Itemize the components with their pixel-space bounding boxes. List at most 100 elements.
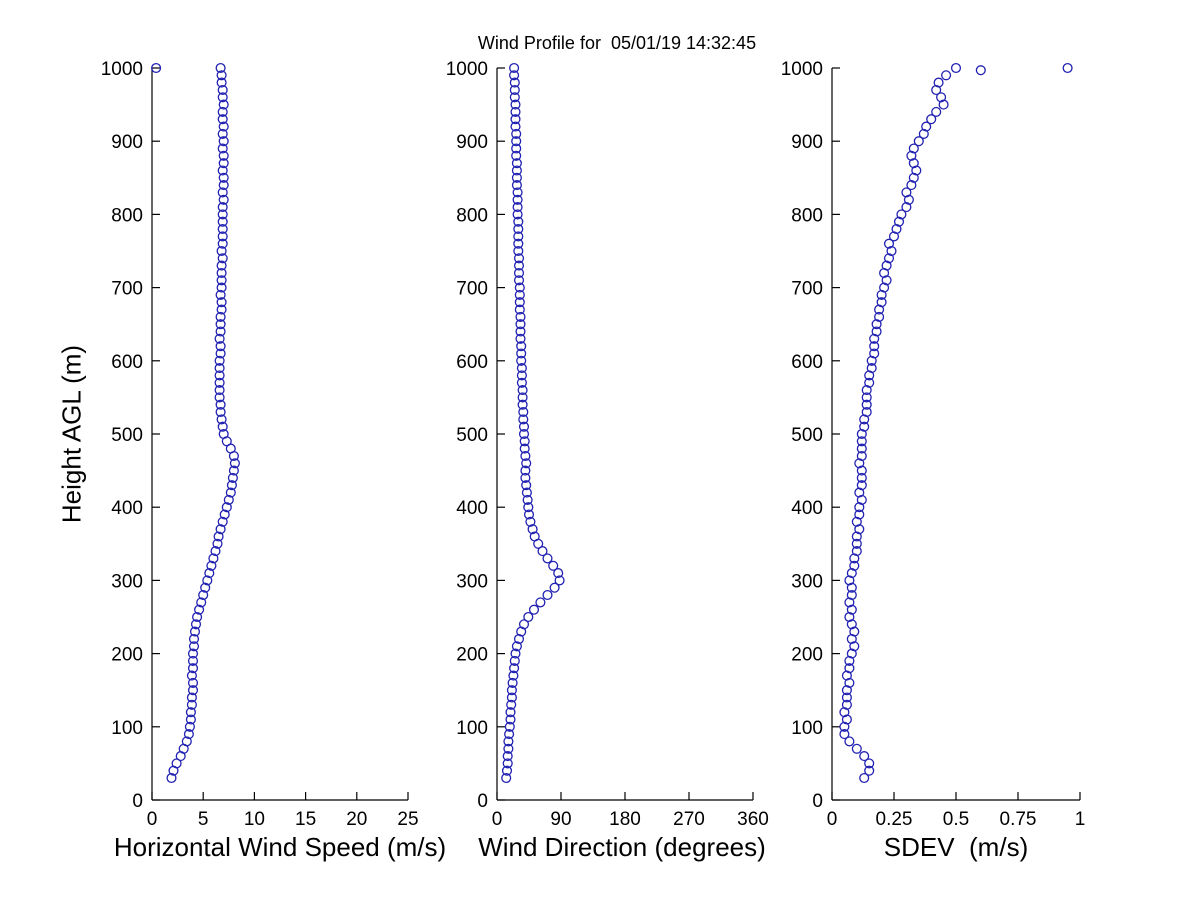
data-point [854, 487, 865, 498]
data-point [519, 436, 530, 447]
data-point [509, 77, 520, 88]
y-tick-label: 900 [456, 132, 488, 153]
data-point [214, 385, 225, 396]
data-point [901, 202, 912, 213]
data-point [226, 480, 237, 491]
data-point [535, 597, 546, 608]
data-point [502, 751, 513, 762]
data-point [216, 267, 227, 279]
data-point [505, 714, 516, 725]
y-tick-label: 800 [791, 205, 823, 226]
data-point [839, 707, 850, 718]
data-point [903, 194, 914, 205]
data-point [849, 626, 860, 637]
data-point [507, 677, 518, 688]
data-point [196, 597, 207, 608]
data-point [217, 143, 228, 154]
data-point [214, 377, 225, 388]
data-point [190, 619, 202, 630]
data-point [518, 619, 530, 630]
data-point [517, 385, 528, 396]
data-point [217, 128, 228, 139]
data-point [217, 84, 228, 96]
data-point [921, 121, 932, 132]
data-point [504, 729, 515, 740]
data-point [218, 150, 229, 161]
x-tick-label: 360 [737, 809, 769, 830]
data-point [501, 765, 513, 776]
data-point [931, 84, 942, 96]
data-point [513, 245, 524, 257]
x-tick-label: 0 [147, 809, 158, 830]
data-point [509, 70, 520, 81]
data-point [520, 472, 531, 483]
data-point [187, 685, 199, 696]
data-point [856, 480, 867, 491]
x-axis-label-wind-direction: Wind Direction (degrees) [478, 832, 766, 862]
data-point [523, 502, 534, 513]
data-point [893, 216, 905, 227]
x-tick-label: 90 [550, 809, 571, 830]
data-point [856, 465, 867, 476]
data-point [861, 385, 872, 396]
data-point [553, 568, 564, 579]
data-point [502, 758, 513, 769]
data-point [223, 494, 234, 505]
data-point [549, 582, 560, 593]
x-tick-label: 0.75 [1000, 809, 1037, 830]
data-point [215, 319, 226, 330]
y-tick-label: 400 [456, 498, 488, 519]
data-point [851, 546, 862, 557]
data-point [505, 707, 516, 718]
data-point [186, 670, 197, 681]
data-point [513, 231, 524, 242]
data-point [185, 707, 196, 718]
data-point [511, 128, 522, 139]
x-tick-label: 1 [1075, 809, 1086, 830]
data-point [216, 77, 227, 88]
data-point [187, 663, 199, 674]
data-point [512, 194, 523, 205]
data-point [839, 729, 850, 740]
data-point [218, 136, 229, 147]
data-point [523, 611, 534, 623]
data-point [506, 699, 517, 710]
data-point [187, 677, 199, 688]
data-point [520, 465, 531, 476]
data-point [518, 414, 529, 425]
data-point [841, 692, 852, 703]
data-point [854, 458, 865, 469]
data-point [854, 509, 865, 520]
data-point [228, 465, 239, 476]
data-point [511, 136, 522, 147]
data-point [217, 231, 228, 242]
data-point [188, 633, 200, 645]
data-point [522, 494, 533, 505]
data-point [861, 406, 872, 418]
data-point [216, 414, 227, 425]
data-point [214, 363, 225, 374]
data-point [846, 568, 857, 579]
data-point [217, 209, 228, 220]
data-point [896, 209, 907, 220]
data-point [514, 289, 525, 300]
data-point [512, 209, 523, 220]
data-point [215, 524, 226, 535]
data-point [846, 633, 857, 645]
data-point [504, 721, 515, 732]
data-point [514, 297, 525, 308]
x-tick-label: 20 [346, 809, 367, 830]
data-point [864, 758, 875, 769]
data-point [874, 304, 885, 315]
data-point [216, 304, 227, 315]
data-point [217, 253, 228, 264]
y-tick-label: 0 [477, 791, 488, 812]
data-point [518, 406, 529, 418]
data-point [911, 165, 922, 176]
data-point [936, 92, 947, 103]
data-point [901, 187, 912, 198]
y-tick-label: 100 [111, 718, 143, 739]
data-point [214, 333, 225, 344]
data-point [185, 714, 196, 725]
